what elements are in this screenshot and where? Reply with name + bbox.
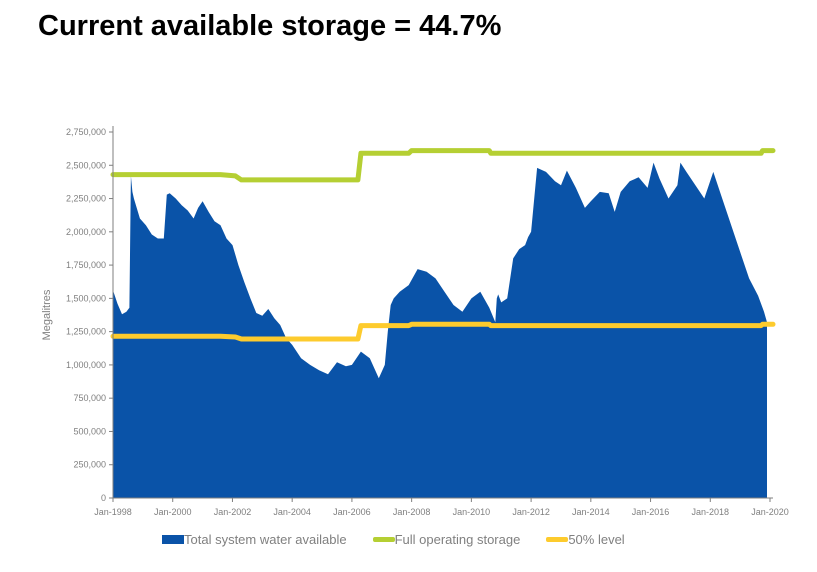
legend-item-full: Full operating storage xyxy=(372,532,521,547)
x-tick-label: Jan-1998 xyxy=(94,507,132,517)
legend-item-water: Total system water available xyxy=(162,532,347,547)
y-tick-label: 250,000 xyxy=(73,460,106,470)
chart-legend: Total system water available Full operat… xyxy=(162,532,651,547)
x-tick-label: Jan-2000 xyxy=(154,507,192,517)
legend-swatch-half xyxy=(546,537,569,542)
legend-label-full: Full operating storage xyxy=(394,532,521,547)
y-tick-label: 1,750,000 xyxy=(66,260,106,270)
series-line-full-operating xyxy=(110,148,776,183)
legend-label-half: 50% level xyxy=(568,532,625,547)
y-tick-label: 2,750,000 xyxy=(66,127,106,137)
y-tick-label: 1,250,000 xyxy=(66,327,106,337)
legend-swatch-water xyxy=(162,535,184,544)
series-area-water xyxy=(113,162,767,498)
y-tick-label: 2,250,000 xyxy=(66,194,106,204)
x-tick-label: Jan-2008 xyxy=(393,507,431,517)
y-tick-label: 1,500,000 xyxy=(66,293,106,303)
y-axis-title: Megalitres xyxy=(41,289,53,340)
page-title: Current available storage = 44.7% xyxy=(38,10,502,42)
x-tick-label: Jan-2014 xyxy=(572,507,610,517)
x-tick-label: Jan-2018 xyxy=(692,507,730,517)
legend-label-water: Total system water available xyxy=(184,532,347,547)
x-tick-label: Jan-2002 xyxy=(214,507,252,517)
x-tick-label: Jan-2012 xyxy=(512,507,550,517)
y-tick-label: 0 xyxy=(101,493,106,503)
y-tick-label: 2,500,000 xyxy=(66,160,106,170)
y-tick-label: 2,000,000 xyxy=(66,227,106,237)
x-tick-label: Jan-2020 xyxy=(751,507,789,517)
x-tick-label: Jan-2010 xyxy=(453,507,491,517)
x-tick-label: Jan-2004 xyxy=(273,507,311,517)
x-tick-label: Jan-2006 xyxy=(333,507,371,517)
y-tick-label: 500,000 xyxy=(73,426,106,436)
legend-item-half: 50% level xyxy=(546,532,625,547)
x-tick-label: Jan-2016 xyxy=(632,507,670,517)
y-tick-label: 1,000,000 xyxy=(66,360,106,370)
y-tick-label: 750,000 xyxy=(73,393,106,403)
series-line-50-percent xyxy=(110,321,776,342)
legend-swatch-full xyxy=(372,537,395,542)
